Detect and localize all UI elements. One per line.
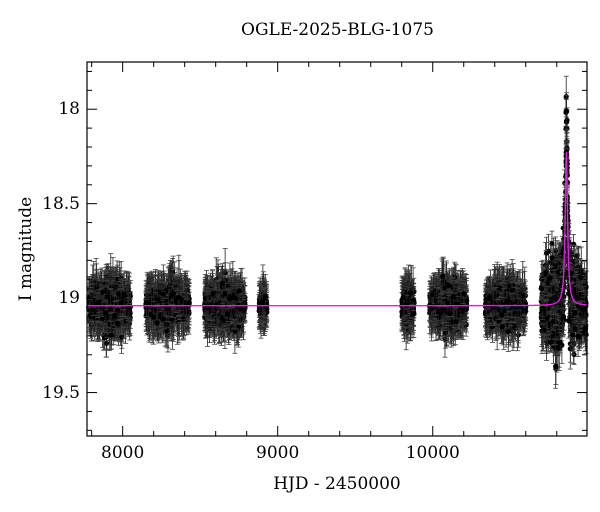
chart-title: OGLE-2025-BLG-1075 bbox=[241, 20, 434, 40]
x-tick-label: 9000 bbox=[256, 443, 300, 463]
x-tick-label: 8000 bbox=[101, 443, 145, 463]
y-tick-label: 18 bbox=[58, 99, 80, 120]
x-axis-label: HJD - 2450000 bbox=[273, 474, 401, 494]
data-points bbox=[86, 75, 589, 389]
plot-frame bbox=[86, 61, 588, 437]
y-tick-label: 18.5 bbox=[42, 193, 80, 214]
y-tick-label: 19 bbox=[58, 288, 80, 309]
y-tick-label: 19.5 bbox=[42, 382, 80, 403]
model-curve bbox=[87, 151, 588, 307]
axis-ticks bbox=[87, 62, 587, 436]
x-tick-label: 10000 bbox=[405, 443, 460, 463]
